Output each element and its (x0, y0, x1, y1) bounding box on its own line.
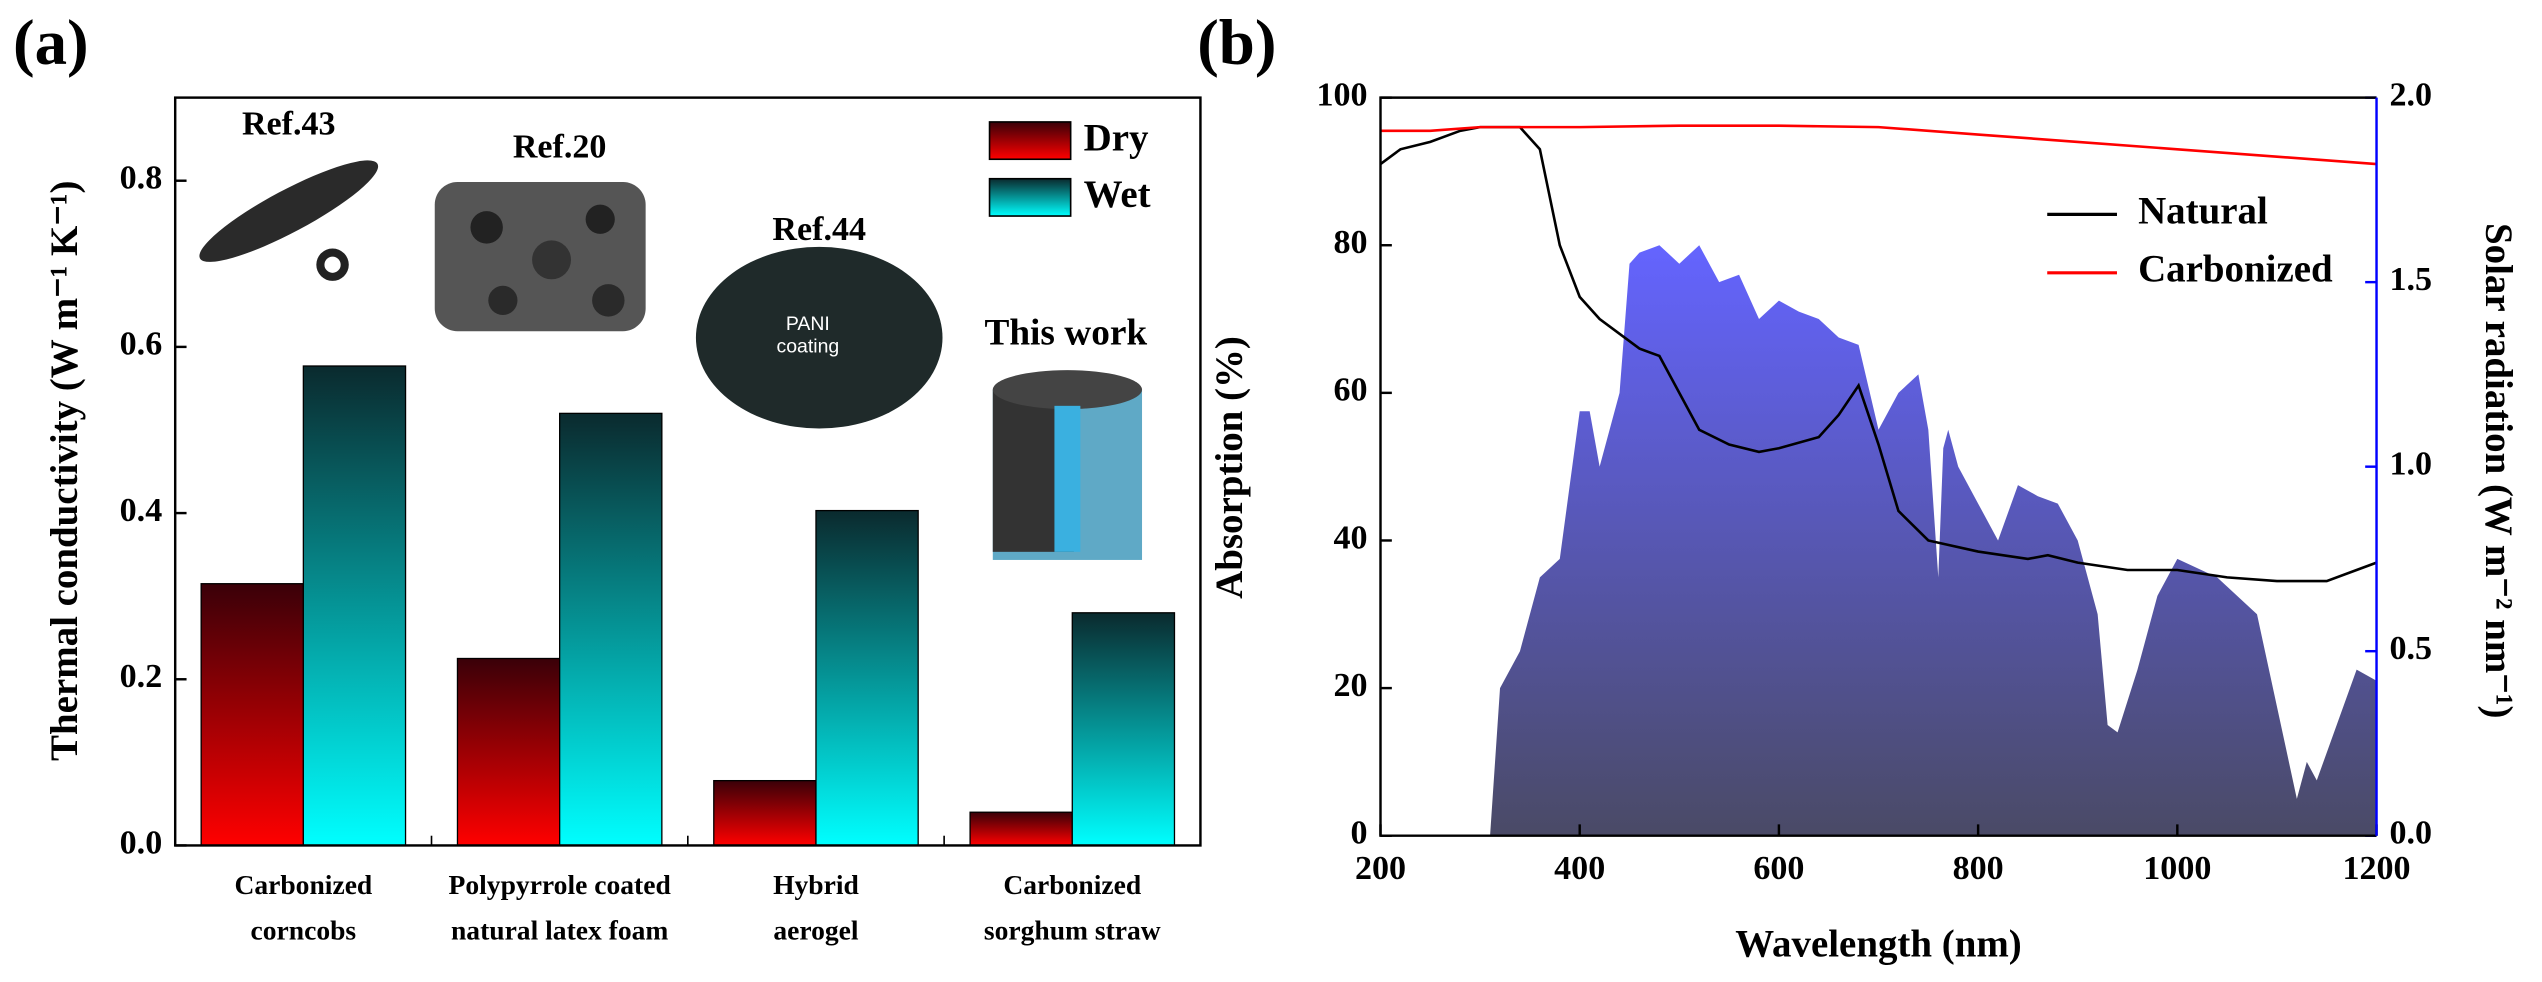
annotation: Ref.20 (513, 128, 607, 165)
x-tick-label: 200 (1355, 850, 1406, 887)
bar (713, 779, 817, 847)
line (1380, 124, 2377, 166)
bar (200, 583, 305, 847)
y-tick-label: 0 (1350, 815, 1367, 852)
bar (302, 365, 407, 847)
x-tick-label: corncobs (251, 914, 357, 945)
inset-this-work (992, 370, 1143, 560)
y2-tick-label: 2.0 (2390, 76, 2433, 113)
inset-text: coating (776, 336, 839, 358)
panel-label: (a) (13, 7, 89, 79)
x-tick-label: Carbonized (1003, 869, 1141, 900)
x-tick-label: aerogel (773, 914, 859, 945)
y-tick-label: 80 (1333, 224, 1367, 261)
line (1379, 125, 2377, 583)
y-tick-label: 0.0 (120, 824, 163, 861)
y2-tick-label: 0.0 (2390, 815, 2433, 852)
bar (1071, 612, 1176, 847)
bar (456, 657, 561, 847)
inset-text: PANI (786, 313, 830, 335)
annotation: Ref.43 (242, 106, 336, 143)
y-axis-label: Thermal conductivity (W m⁻¹ K⁻¹) (43, 180, 86, 760)
y-tick-label: 20 (1333, 667, 1367, 704)
y-tick-label: 40 (1333, 519, 1367, 556)
x-tick-label: 1000 (2143, 850, 2211, 887)
x-tick-label: 800 (1953, 850, 2004, 887)
x-tick-label: sorghum straw (984, 914, 1161, 945)
x-tick-label: Carbonized (234, 869, 372, 900)
y-tick-label: 0.8 (120, 160, 163, 197)
legend-label: Natural (2138, 189, 2268, 232)
x-tick-label: Hybrid (773, 869, 859, 900)
y2-axis-label: Solar radiation (W m⁻² nm⁻¹) (2477, 223, 2520, 718)
legend-swatch (988, 121, 1072, 161)
x-tick-label: natural latex foam (451, 914, 668, 945)
bar (969, 811, 1073, 847)
bar (815, 509, 919, 847)
bar (559, 412, 663, 847)
y-tick-label: 100 (1316, 76, 1367, 113)
y-tick-label: 0.2 (120, 658, 163, 695)
panel-label: (b) (1197, 7, 1276, 79)
plot-frame (1379, 96, 2377, 837)
inset-ref44 (695, 246, 943, 429)
plot-frame (173, 96, 1202, 847)
y2-tick-label: 1.0 (2390, 445, 2433, 482)
legend-label: Wet (1084, 173, 1151, 216)
annotation: This work (984, 313, 1147, 354)
x-tick-label: Polypyrrole coated (449, 869, 672, 900)
y2-tick-label: 1.5 (2390, 261, 2433, 298)
x-tick-label: 400 (1554, 850, 1605, 887)
x-tick-label: 600 (1753, 850, 1804, 887)
y-tick-label: 0.4 (120, 492, 163, 529)
annotation: Ref.44 (772, 211, 866, 248)
legend-swatch (988, 177, 1072, 217)
legend-label: Carbonized (2138, 248, 2333, 291)
y-axis-label: Absorption (%) (1208, 336, 1251, 599)
y-tick-label: 0.6 (120, 326, 163, 363)
inset-ref20 (434, 181, 646, 332)
y-tick-label: 60 (1333, 372, 1367, 409)
inset-ref43 (199, 160, 379, 281)
legend-label: Dry (1084, 116, 1149, 159)
x-axis-label: Wavelength (nm) (1735, 923, 2021, 966)
x-tick-label: 1200 (2342, 850, 2410, 887)
y2-tick-label: 0.5 (2390, 630, 2433, 667)
